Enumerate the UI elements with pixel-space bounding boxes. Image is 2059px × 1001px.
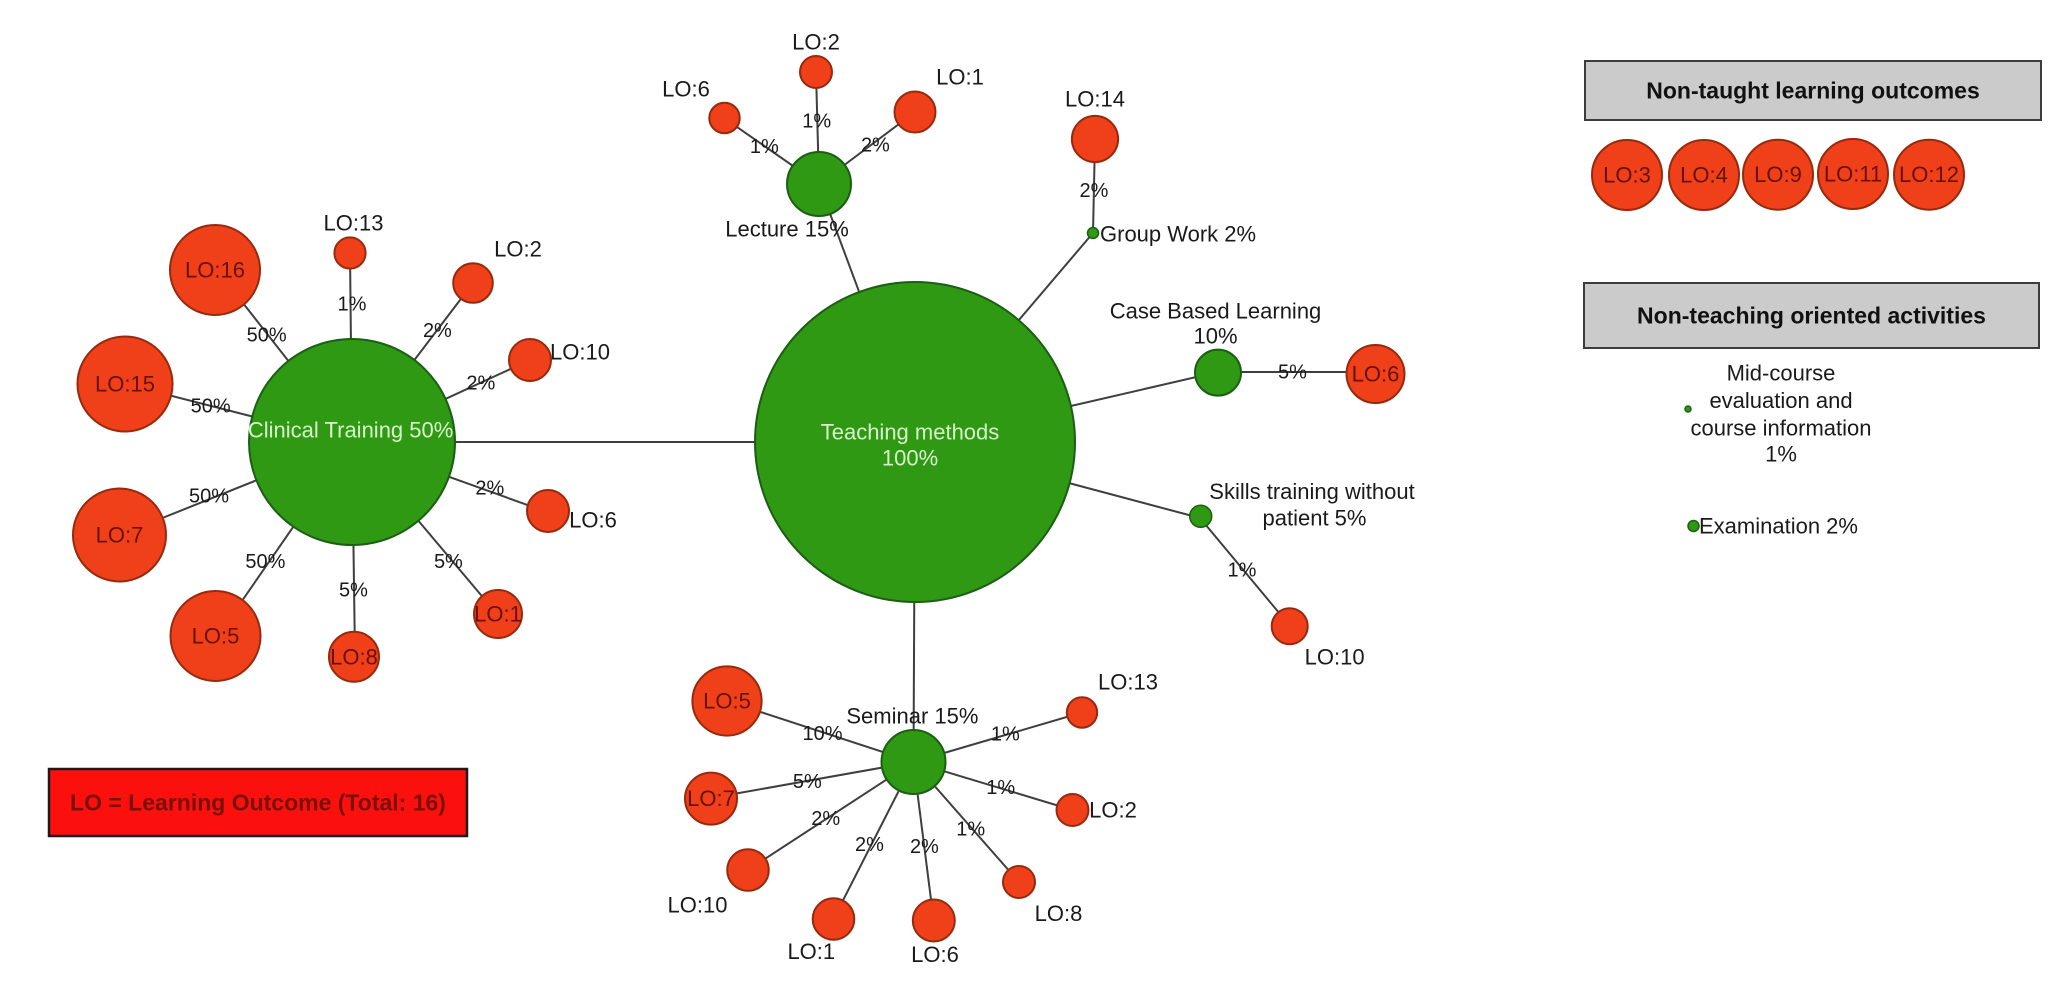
svg-text:5%: 5% <box>339 579 368 601</box>
svg-text:50%: 50% <box>189 485 229 507</box>
svg-text:Non-taught learning outcomes: Non-taught learning outcomes <box>1646 78 1980 104</box>
svg-text:LO:6: LO:6 <box>569 508 617 533</box>
svg-text:course information: course information <box>1691 415 1872 440</box>
svg-text:50%: 50% <box>247 325 287 347</box>
svg-text:LO:8: LO:8 <box>1035 901 1083 926</box>
svg-text:2%: 2% <box>855 834 884 856</box>
svg-text:LO:7: LO:7 <box>96 523 144 548</box>
svg-text:LO:10: LO:10 <box>668 893 728 918</box>
svg-text:LO:1: LO:1 <box>936 65 984 90</box>
svg-text:1%: 1% <box>986 777 1015 799</box>
svg-text:Skills training without: Skills training without <box>1209 479 1414 504</box>
svg-text:5%: 5% <box>793 771 822 793</box>
svg-text:1%: 1% <box>956 819 985 841</box>
svg-text:1%: 1% <box>802 111 831 133</box>
svg-text:10%: 10% <box>1193 324 1237 349</box>
svg-text:1%: 1% <box>1228 559 1257 581</box>
svg-text:LO:12: LO:12 <box>1899 162 1959 187</box>
svg-text:1%: 1% <box>750 136 779 158</box>
svg-text:Group Work 2%: Group Work 2% <box>1100 222 1256 247</box>
svg-text:evaluation and: evaluation and <box>1709 388 1852 413</box>
svg-text:2%: 2% <box>910 836 939 858</box>
svg-text:LO:7: LO:7 <box>687 786 735 811</box>
svg-text:LO:2: LO:2 <box>494 237 542 262</box>
svg-text:LO:2: LO:2 <box>792 30 840 55</box>
svg-text:LO = Learning Outcome (Total:: LO = Learning Outcome (Total: 16) <box>70 790 446 816</box>
svg-text:1%: 1% <box>991 724 1020 746</box>
svg-text:LO:8: LO:8 <box>330 644 378 669</box>
svg-text:LO:6: LO:6 <box>1352 362 1400 387</box>
svg-text:LO:9: LO:9 <box>1754 162 1802 187</box>
svg-text:1%: 1% <box>1765 442 1797 467</box>
svg-text:LO:13: LO:13 <box>324 211 384 236</box>
svg-text:LO:6: LO:6 <box>911 942 959 967</box>
svg-text:LO:14: LO:14 <box>1065 87 1125 112</box>
svg-text:LO:11: LO:11 <box>1824 162 1882 187</box>
svg-text:Lecture 15%: Lecture 15% <box>725 217 849 242</box>
svg-text:100%: 100% <box>882 446 938 471</box>
svg-text:1%: 1% <box>338 294 367 316</box>
svg-text:Teaching methods: Teaching methods <box>821 420 1000 445</box>
svg-text:Case Based Learning: Case Based Learning <box>1110 299 1322 324</box>
svg-text:2%: 2% <box>1080 180 1109 202</box>
svg-text:LO:2: LO:2 <box>1089 798 1137 823</box>
svg-text:patient 5%: patient 5% <box>1263 506 1367 531</box>
svg-text:2%: 2% <box>811 808 840 830</box>
svg-text:Seminar 15%: Seminar 15% <box>846 704 978 729</box>
svg-text:LO:6: LO:6 <box>662 77 710 102</box>
svg-text:Examination 2%: Examination 2% <box>1699 514 1858 539</box>
svg-text:LO:5: LO:5 <box>703 689 751 714</box>
svg-text:50%: 50% <box>245 551 285 573</box>
svg-text:50%: 50% <box>191 395 231 417</box>
svg-text:2%: 2% <box>423 320 452 342</box>
svg-text:Clinical Training 50%: Clinical Training 50% <box>248 418 453 443</box>
svg-text:LO:10: LO:10 <box>550 340 610 365</box>
svg-text:10%: 10% <box>802 723 842 745</box>
svg-text:LO:3: LO:3 <box>1603 163 1651 188</box>
svg-text:2%: 2% <box>466 373 495 395</box>
svg-text:Mid-course: Mid-course <box>1727 360 1836 385</box>
svg-text:Non-teaching oriented activiti: Non-teaching oriented activities <box>1637 303 1986 329</box>
svg-text:2%: 2% <box>475 478 504 500</box>
svg-text:LO:4: LO:4 <box>1680 163 1728 188</box>
svg-text:5%: 5% <box>1278 362 1307 384</box>
svg-text:2%: 2% <box>861 134 890 156</box>
svg-text:LO:1: LO:1 <box>787 939 835 964</box>
svg-text:LO:15: LO:15 <box>95 372 155 397</box>
svg-text:LO:1: LO:1 <box>474 602 522 627</box>
svg-text:LO:5: LO:5 <box>192 624 240 649</box>
svg-text:LO:10: LO:10 <box>1305 645 1365 670</box>
svg-text:LO:16: LO:16 <box>185 258 245 283</box>
svg-text:LO:13: LO:13 <box>1098 670 1158 695</box>
svg-text:5%: 5% <box>434 551 463 573</box>
